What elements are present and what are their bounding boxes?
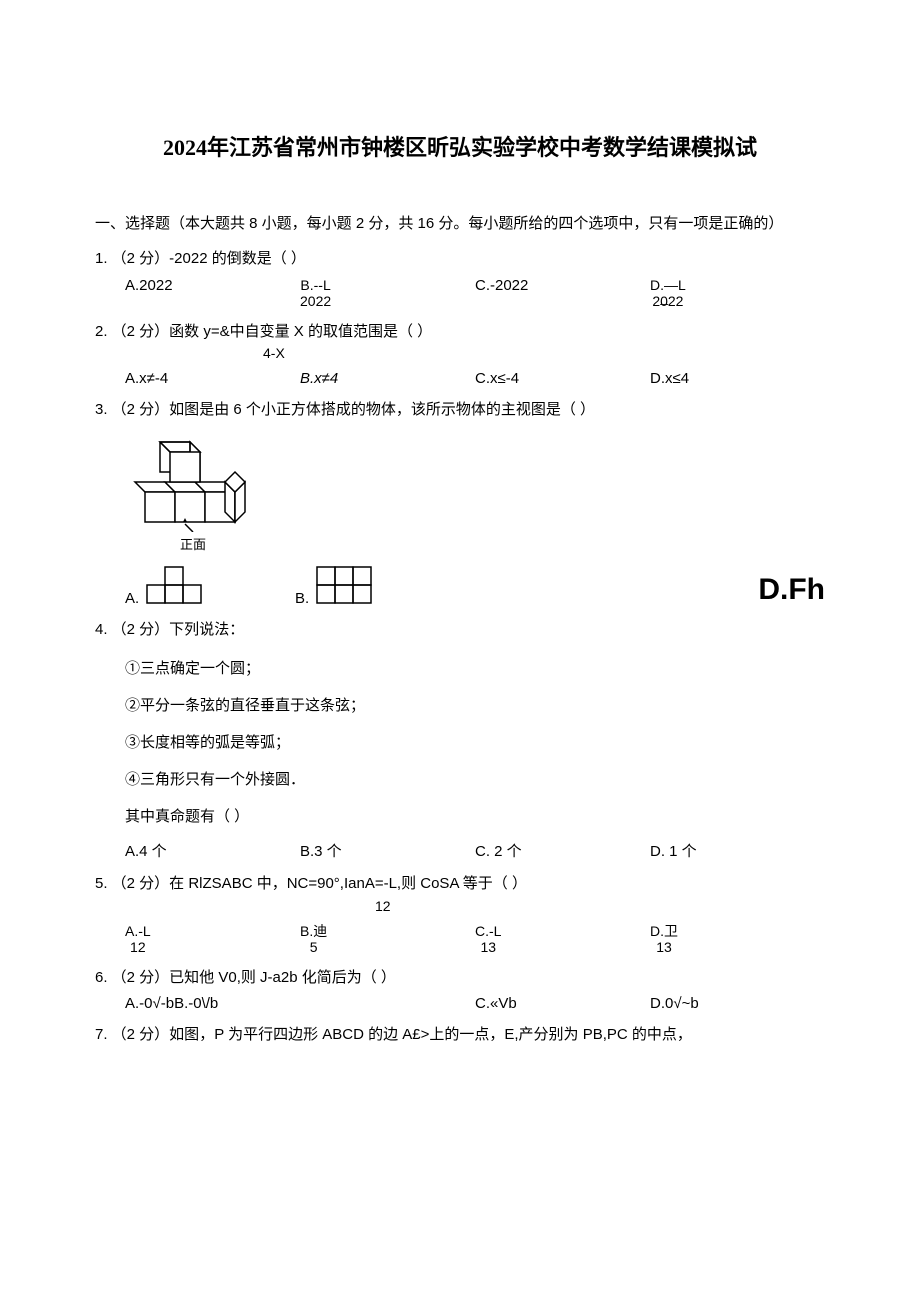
front-label: 正面 — [180, 534, 825, 553]
q5-stem: 5. （2 分）在 RlZSABC 中，NC=90°,IanA=-L,则 CoS… — [95, 873, 825, 917]
q3-opt-a: A. — [125, 565, 295, 607]
q5-line1: 5. （2 分）在 RlZSABC 中，NC=90°,IanA=-L,则 CoS… — [95, 875, 527, 892]
q2-options: A.x≠-4 B.x≠4 C.x≤-4 D.x≤4 — [95, 370, 825, 387]
q3-ab-row: A. B. D.Fh — [95, 565, 825, 607]
q1-a-text: A.2022 — [125, 277, 173, 294]
q4-d-text: D. 1 个 — [650, 840, 697, 861]
q1-b-stack: B.--L 2022 — [300, 277, 331, 309]
q1-options: A.2022 B.--L 2022 C.-2022 D.—L 2022 _ — [95, 277, 825, 309]
q1-d-den-wrap: 2022 _ — [652, 293, 683, 309]
q6-a-text: A.-0√-bB.-0\/b — [125, 995, 218, 1012]
q4-tail: 其中真命题有（ ） — [95, 805, 825, 826]
q3-stem: 3. （2 分）如图是由 6 个小正方体搭成的物体，该所示物体的主视图是（ ） — [95, 399, 825, 422]
q4-opt-d: D. 1 个 — [650, 840, 825, 861]
q5-c-top: C.-L — [475, 923, 501, 939]
q7-stem: 7. （2 分）如图，P 为平行四边形 ABCD 的边 A£>上的一点，E,产分… — [95, 1024, 825, 1047]
q4-s1: ①三点确定一个圆； — [95, 657, 825, 678]
q4-s4: ④三角形只有一个外接圆． — [95, 768, 825, 789]
q5-b-stack: B.迪 5 — [300, 923, 327, 955]
q4-b-text: B.3 个 — [300, 840, 342, 861]
q1-stem: 1. （2 分）-2022 的倒数是（ ） — [95, 248, 825, 271]
q5-opt-b: B.迪 5 — [300, 923, 475, 955]
q6-opt-d: D.0√~b — [650, 995, 825, 1012]
q5-options: A.-L 12 B.迪 5 C.-L 13 D.卫 13 — [95, 923, 825, 955]
q2-c-text: C.x≤-4 — [475, 370, 519, 387]
q2-a-text: A.x≠-4 — [125, 370, 168, 387]
q3-figure: 正面 — [125, 432, 825, 553]
q6-stem: 6. （2 分）已知他 V0,则 J-a2b 化简后为（ ） — [95, 967, 825, 990]
q6-opt-ab: A.-0√-bB.-0\/b — [125, 995, 475, 1012]
q2-stem: 2. （2 分）函数 y=&中自变量 X 的取值范围是（ ） 4-X — [95, 321, 825, 365]
q5-line2: 12 — [95, 896, 825, 917]
q4-opt-c: C. 2 个 — [475, 840, 650, 861]
q1-d-over: _ — [660, 289, 668, 305]
q6-c-text: C.«Vb — [475, 995, 517, 1012]
q5-c-bot: 13 — [480, 939, 496, 955]
q1-c-text: C.-2022 — [475, 277, 528, 294]
q5-d-stack: D.卫 13 — [650, 923, 678, 955]
q2-line2: 4-X — [95, 343, 825, 364]
q5-b-top: B.迪 — [300, 923, 327, 939]
q4-opt-a: A.4 个 — [125, 840, 300, 861]
q6-opt-c: C.«Vb — [475, 995, 650, 1012]
q1-d-stack: D.—L 2022 _ — [650, 277, 686, 309]
q3-d-label: D.Fh — [758, 573, 825, 607]
q2-b-text: B.x≠4 — [300, 370, 338, 387]
q3-b-label: B. — [295, 590, 309, 607]
cube-diagram — [125, 432, 275, 532]
q4-s2: ②平分一条弦的直径垂直于这条弦； — [95, 694, 825, 715]
q2-opt-c: C.x≤-4 — [475, 370, 650, 387]
q1-opt-a: A.2022 — [125, 277, 300, 309]
q2-opt-a: A.x≠-4 — [125, 370, 300, 387]
q2-opt-d: D.x≤4 — [650, 370, 825, 387]
q4-options: A.4 个 B.3 个 C. 2 个 D. 1 个 — [95, 840, 825, 861]
page-title: 2024年江苏省常州市钟楼区昕弘实验学校中考数学结课模拟试 — [95, 130, 825, 162]
q3-b-shape — [315, 565, 393, 607]
q1-b-pre: B.--L — [300, 277, 330, 293]
q4-s3: ③长度相等的弧是等弧； — [95, 731, 825, 752]
q4-a-text: A.4 个 — [125, 840, 167, 861]
q1-b-den: 2022 — [300, 293, 331, 309]
q5-b-bot: 5 — [310, 939, 318, 955]
q6-options: A.-0√-bB.-0\/b C.«Vb D.0√~b — [95, 995, 825, 1012]
q5-d-bot: 13 — [656, 939, 672, 955]
q5-a-bot: 12 — [130, 939, 146, 955]
q3-a-shape — [145, 565, 205, 607]
q1-opt-b: B.--L 2022 — [300, 277, 475, 309]
q3-opt-b: B. — [295, 565, 495, 607]
q5-opt-d: D.卫 13 — [650, 923, 825, 955]
q4-opt-b: B.3 个 — [300, 840, 475, 861]
q5-d-top: D.卫 — [650, 923, 678, 939]
q4-stem: 4. （2 分）下列说法： — [95, 619, 825, 642]
q1-opt-c: C.-2022 — [475, 277, 650, 309]
q5-c-stack: C.-L 13 — [475, 923, 501, 955]
q3-opt-d: D.Fh — [758, 573, 825, 607]
q4-c-text: C. 2 个 — [475, 840, 522, 861]
q2-d-text: D.x≤4 — [650, 370, 689, 387]
q3-a-label: A. — [125, 590, 139, 607]
q2-line1: 2. （2 分）函数 y=&中自变量 X 的取值范围是（ ） — [95, 323, 432, 340]
q1-opt-d: D.—L 2022 _ — [650, 277, 825, 309]
q5-opt-c: C.-L 13 — [475, 923, 650, 955]
q2-opt-b: B.x≠4 — [300, 370, 475, 387]
q5-a-top: A.-L — [125, 923, 151, 939]
section1-header: 一、选择题（本大题共 8 小题，每小题 2 分，共 16 分。每小题所给的四个选… — [95, 212, 825, 236]
q5-a-stack: A.-L 12 — [125, 923, 151, 955]
q6-d-text: D.0√~b — [650, 995, 699, 1012]
q5-opt-a: A.-L 12 — [125, 923, 300, 955]
